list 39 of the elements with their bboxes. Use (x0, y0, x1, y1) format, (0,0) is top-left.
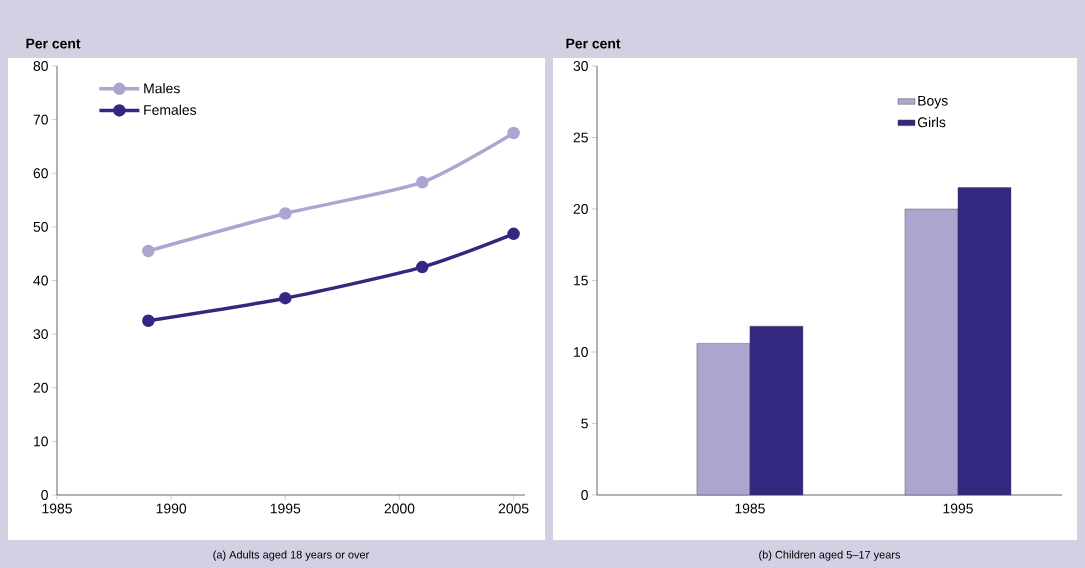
point (507, 227, 520, 241)
y-tick-label: 30 (573, 61, 588, 71)
legend-label: Males (144, 83, 180, 94)
point (507, 126, 520, 140)
x-axis-title: (a) Adults aged 18 years or over (213, 550, 370, 561)
x-axis-title: (b) Children aged 5–17 years (759, 550, 901, 561)
y-tick-label: 0 (581, 490, 588, 500)
x-tick-label: 1985 (42, 503, 72, 514)
y-tick-label: 10 (574, 347, 588, 357)
y-tick-label: 70 (33, 114, 48, 125)
y-tick-label: 50 (33, 221, 48, 232)
point (142, 244, 155, 258)
x-tick-label: 2005 (498, 503, 529, 514)
y-tick-label: 5 (581, 418, 588, 429)
x-tick-label: 1995 (943, 503, 973, 514)
y-tick-label: 20 (573, 204, 588, 214)
y-tick-label: 0 (41, 490, 48, 500)
y-tick-label: 60 (33, 168, 48, 179)
y-axis-title: Per cent (566, 38, 621, 49)
y-tick-label: 25 (573, 132, 588, 143)
x-tick-label: 1995 (270, 503, 301, 514)
y-tick-label: 10 (34, 436, 48, 447)
x-tick-label: 2000 (384, 503, 415, 514)
legend-label: Girls (917, 116, 946, 128)
y-tick-label: 40 (33, 275, 48, 286)
point (279, 291, 292, 305)
y-tick-label: 30 (33, 329, 48, 340)
y-tick-label: 20 (33, 382, 48, 393)
x-tick-label: 1990 (156, 503, 187, 514)
legend-label: Females (144, 104, 197, 115)
legend-label: Boys (918, 95, 948, 109)
x-tick-label: 1985 (735, 503, 765, 514)
point (279, 207, 292, 220)
y-tick-label: 80 (33, 61, 48, 71)
y-tick-label: 15 (574, 275, 588, 286)
point (142, 314, 155, 327)
y-axis-title: Per cent (26, 38, 81, 49)
point (416, 260, 429, 274)
point (416, 176, 429, 189)
